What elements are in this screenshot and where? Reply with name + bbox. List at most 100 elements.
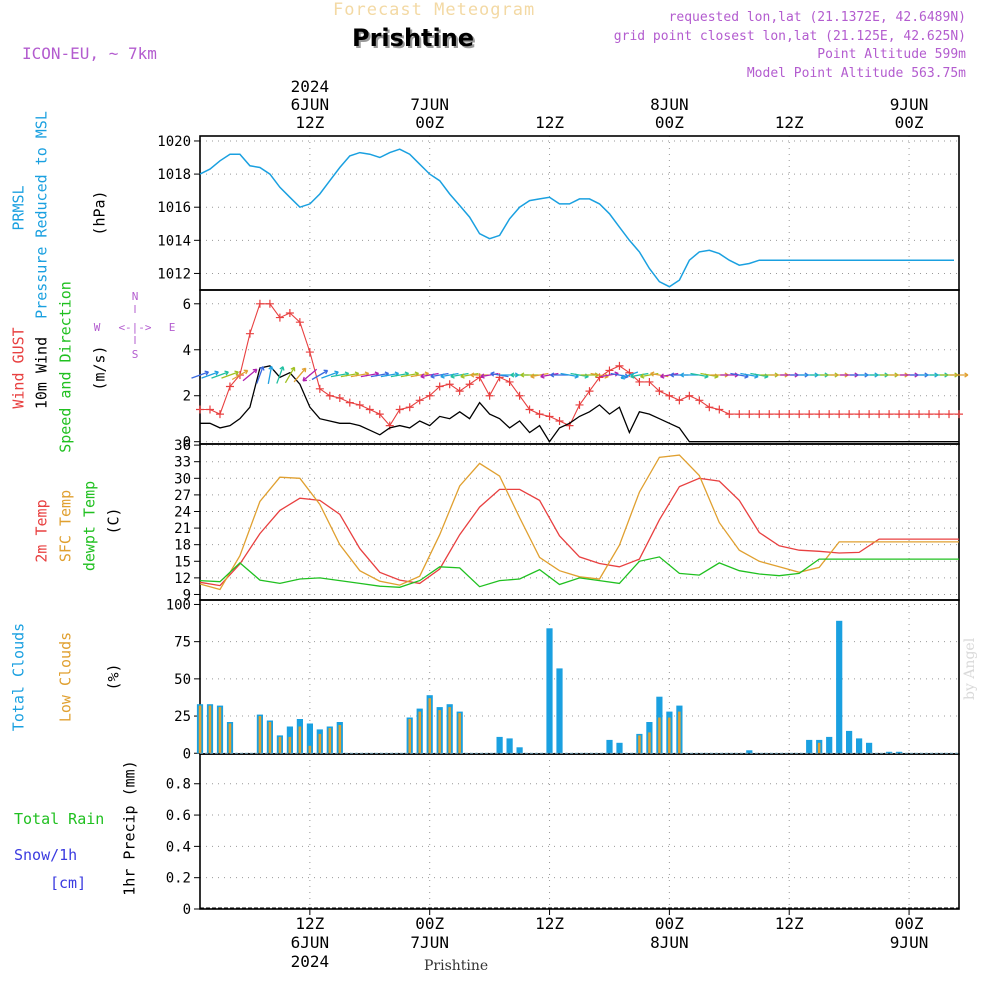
time-tick-label-top: 8JUN [650,95,689,114]
wind-gust-marker [265,299,274,308]
y-tick-label: 9 [183,587,191,603]
wind-gust-marker [435,382,444,391]
wind-direction-arrow [620,371,639,380]
wind-gust-marker [325,391,334,400]
y-tick-label: 33 [174,455,191,471]
total-cloud-bar [306,723,313,754]
total-cloud-bar [546,628,553,754]
time-tick-label-bottom: 9JUN [890,933,929,952]
wind-gust-marker [485,391,494,400]
wind-gust-marker [865,410,874,419]
wind-gust-marker [655,387,664,396]
panel-frame [199,753,960,910]
wind-direction-arrow [440,372,459,379]
y-tick-label: 15 [174,554,191,570]
total-cloud-bar [846,730,853,754]
wind-gust-marker [755,410,764,419]
temp-2m-line [199,477,959,587]
y-tick-label: 75 [174,635,191,651]
wind-gust-marker [615,361,624,370]
wind-direction-arrow [490,371,509,378]
wind-gust-marker [745,410,754,419]
wind-gust-marker [505,377,514,386]
wind-direction-arrow [242,368,258,382]
wind-gust-marker [255,299,264,308]
y-tick-label: 24 [174,504,191,520]
wind-direction-arrow [450,372,469,379]
time-tick-label-bottom: 12Z [535,914,564,933]
y-tick-label: 0.8 [166,777,191,793]
total-cloud-bar [836,620,843,754]
time-tick-label-bottom: 6JUN [291,933,330,952]
low-cloud-bar [448,707,451,754]
wind-direction-arrow [256,366,265,384]
low-cloud-bar [288,736,292,754]
y-tick-label: 4 [183,343,191,359]
wind-gust-marker [815,410,824,419]
wind-gust-marker [875,410,884,419]
wind-direction-arrow [430,372,449,379]
wind-direction-arrow [950,372,969,378]
wind-gust-marker [785,410,794,419]
time-tick-label-top: 12Z [535,113,564,132]
wind-gust-marker [885,410,894,419]
total-clouds-label: Total Clouds [10,623,28,731]
low-cloud-bar [308,745,312,754]
wind-gust-marker [845,410,854,419]
total-cloud-bar [496,736,503,754]
time-tick-label-bottom: 8JUN [650,933,689,952]
panel-frame [199,599,960,755]
y-tick-label: 1020 [157,134,191,150]
wind-direction-arrow [267,365,274,385]
low-cloud-bar [648,732,651,754]
total-cloud-bar [886,751,893,754]
wind-gust-marker [345,398,354,407]
low-clouds-label: Low Clouds [57,632,75,722]
wind-gust-marker [575,400,584,409]
wind-gust-marker [835,410,844,419]
wind-direction-arrow [211,370,229,379]
time-tick-label-bottom: 00Z [655,914,684,933]
requested-coords: requested lon,lat (21.1372E, 42.6489N) [668,10,966,25]
dewpoint-label: dewpt Temp [81,481,99,571]
wind-gust-marker [525,405,534,414]
time-tick-label-top: 2024 [291,77,330,96]
low-cloud-bar [408,719,411,754]
pressure-label-line1: PRMSL [10,185,28,230]
low-cloud-bar [678,711,681,754]
low-cloud-bar [228,723,232,754]
wind-gust-marker [196,405,204,414]
wind-gust-marker [215,410,224,419]
y-tick-label: 0 [183,435,191,451]
low-cloud-bar [458,713,461,754]
y-tick-label: 0 [183,902,191,918]
wind-gust-marker [685,391,694,400]
wind-direction-arrow [460,372,479,379]
compass-west: W [94,321,101,334]
low-cloud-bar [208,705,212,754]
y-tick-label: 25 [174,709,191,725]
y-tick-label: 0.4 [166,839,191,855]
wind-direction-arrow [231,369,249,381]
y-tick-label: 2 [183,389,191,405]
low-cloud-bar [318,733,322,754]
snow-unit-label: [cm] [50,874,86,892]
wind-gust-marker [245,329,254,338]
wind-gust-marker [355,400,364,409]
wind-gust-marker [395,405,404,414]
wind-direction-arrow [191,370,210,379]
wind-gust-marker [795,410,804,419]
dewpoint-line [199,556,959,588]
temp-unit-label: (C) [105,507,123,534]
wind-direction-arrow [293,367,307,383]
y-tick-label: 100 [166,597,191,613]
wind-gust-marker [715,405,724,414]
credit-watermark: by Angel [962,637,978,700]
wind-gust-marker [695,396,704,405]
compass-south: S [132,348,139,361]
model-label: ICON-EU, ~ 7km [22,44,157,63]
chart-title: Forecast Meteogram [333,0,536,20]
y-tick-label: 6 [183,297,191,313]
compass-east: E [169,321,176,334]
wind-direction-arrow [321,370,339,379]
